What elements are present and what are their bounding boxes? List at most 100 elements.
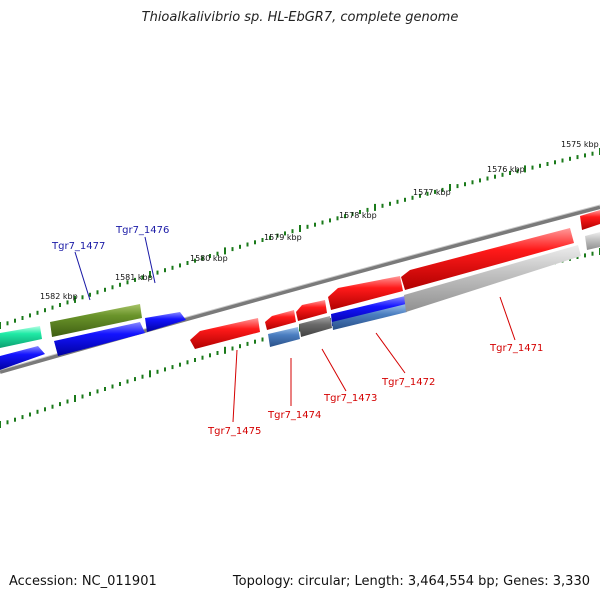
outer-scale-tick xyxy=(231,247,234,252)
scale-label-1582: 1582 kbp xyxy=(40,292,78,301)
outer-scale-tick xyxy=(546,162,549,166)
scale-label-1575: 1575 kbp xyxy=(561,140,599,149)
gene-red-right[interactable] xyxy=(580,210,600,230)
inner-scale-tick xyxy=(111,384,114,389)
track-dark-gray[interactable] xyxy=(299,316,332,337)
outer-scale-tick xyxy=(66,300,69,305)
outer-scale-tick xyxy=(81,295,84,300)
inner-scale-tick xyxy=(51,404,54,409)
gene-teal[interactable] xyxy=(0,326,42,348)
outer-scale-tick xyxy=(164,268,166,273)
outer-scale-ticks xyxy=(0,148,600,329)
gene-tgr7-1471[interactable] xyxy=(401,228,574,290)
gene-label-tgr7-1476[interactable]: Tgr7_1476 xyxy=(115,225,169,236)
outer-scale-tick xyxy=(44,308,46,313)
inner-scale-tick xyxy=(141,374,144,379)
inner-scale-tick xyxy=(216,351,219,355)
outer-scale-tick xyxy=(531,165,534,170)
outer-scale-tick xyxy=(411,195,414,200)
accession-label: Accession: NC_011901 xyxy=(9,574,157,589)
inner-scale-tick xyxy=(209,353,211,358)
gene-label-tgr7-1473[interactable]: Tgr7_1473 xyxy=(323,393,377,404)
gene-blue-left[interactable] xyxy=(0,346,45,370)
outer-scale-tick xyxy=(89,292,91,297)
gene-label-tgr7-1471[interactable]: Tgr7_1471 xyxy=(489,343,543,354)
gene-label-tgr7-1472[interactable]: Tgr7_1472 xyxy=(381,377,435,388)
inner-scale-tick xyxy=(21,415,24,420)
gene-label-tgr7-1477[interactable]: Tgr7_1477 xyxy=(51,241,105,252)
gene-label-tgr7-1474[interactable]: Tgr7_1474 xyxy=(267,410,321,421)
inner-scale-tick xyxy=(126,379,129,384)
outer-scale-tick xyxy=(426,191,429,196)
inner-scale-tick xyxy=(156,369,159,374)
inner-scale-tick xyxy=(119,382,121,386)
inner-scale-tick xyxy=(171,365,174,370)
outer-scale-tick xyxy=(359,210,361,214)
scale-label-1580: 1580 kbp xyxy=(190,254,228,263)
outer-scale-tick xyxy=(434,189,436,194)
outer-scale-tick xyxy=(74,295,76,303)
gene-tgr7-1472[interactable] xyxy=(328,276,403,310)
gene-tgr7-1474[interactable] xyxy=(265,310,296,330)
outer-scale-tick xyxy=(111,285,114,290)
inner-scale-tick xyxy=(44,407,46,412)
inner-scale-tick xyxy=(29,412,31,417)
outer-scale-tick xyxy=(134,277,136,282)
outer-scale-tick xyxy=(336,216,339,221)
gene-tgr7-1475[interactable] xyxy=(190,318,260,349)
outer-scale-tick xyxy=(6,321,9,326)
outer-scale-tick xyxy=(329,218,331,223)
inner-scale-tick xyxy=(96,389,99,394)
outer-scale-tick xyxy=(284,231,286,236)
outer-scale-tick xyxy=(104,287,106,292)
outer-scale-tick xyxy=(374,203,376,211)
outer-scale-tick xyxy=(456,184,459,189)
gene-tgr7-1476[interactable] xyxy=(145,312,186,332)
outer-scale-tick xyxy=(291,229,294,234)
outer-scale-tick xyxy=(404,197,406,202)
scale-label-1578: 1578 kbp xyxy=(339,211,377,220)
inner-scale-tick xyxy=(14,417,16,422)
outer-scale-tick xyxy=(576,155,579,160)
scale-label-1579: 1579 kbp xyxy=(264,233,302,242)
outer-scale-tick xyxy=(246,242,249,247)
outer-scale-tick xyxy=(516,169,519,174)
inner-scale-tick xyxy=(224,346,226,354)
outer-scale-tick xyxy=(524,165,526,173)
gene-tgr7-1473[interactable] xyxy=(296,300,327,321)
track-gray-right[interactable] xyxy=(585,232,600,250)
outer-scale-tick xyxy=(396,199,399,204)
outer-scale-tick xyxy=(321,220,324,225)
outer-scale-tick xyxy=(584,153,586,158)
outer-scale-tick xyxy=(126,280,129,285)
outer-scale-tick xyxy=(224,247,226,255)
inner-scale-tick xyxy=(201,355,204,360)
outer-scale-tick xyxy=(269,235,271,240)
outer-scale-tick xyxy=(539,163,541,168)
outer-scale-tick xyxy=(21,316,24,320)
outer-scale-tick xyxy=(554,160,556,165)
genome-info-label: Topology: circular; Length: 3,464,554 bp… xyxy=(232,574,590,589)
outer-scale-tick xyxy=(14,318,16,323)
outer-scale-tick xyxy=(149,271,151,278)
inner-scale-tick xyxy=(66,399,69,404)
gene-tgr7-1478[interactable] xyxy=(54,322,145,356)
leader-tgr7-1475 xyxy=(232,349,238,423)
outer-scale-tick xyxy=(441,187,444,192)
inner-scale-tick xyxy=(246,341,249,346)
inner-scale-tick xyxy=(134,377,136,382)
track-gray-long[interactable] xyxy=(404,245,581,312)
outer-scale-tick xyxy=(201,256,204,261)
inner-scale-tick xyxy=(239,344,241,349)
outer-scale-tick xyxy=(569,156,571,161)
inner-scale-tick xyxy=(36,409,39,414)
track-steel-a[interactable] xyxy=(268,327,300,347)
inner-scale-tick xyxy=(194,358,196,362)
outer-scale-tick xyxy=(36,310,39,315)
scale-label-1581: 1581 kbp xyxy=(115,273,153,282)
inner-scale-tick xyxy=(59,402,61,407)
gene-tgr7-1477[interactable] xyxy=(50,304,142,337)
gene-label-tgr7-1475[interactable]: Tgr7_1475 xyxy=(207,426,261,437)
track-steel-b[interactable] xyxy=(332,304,407,330)
